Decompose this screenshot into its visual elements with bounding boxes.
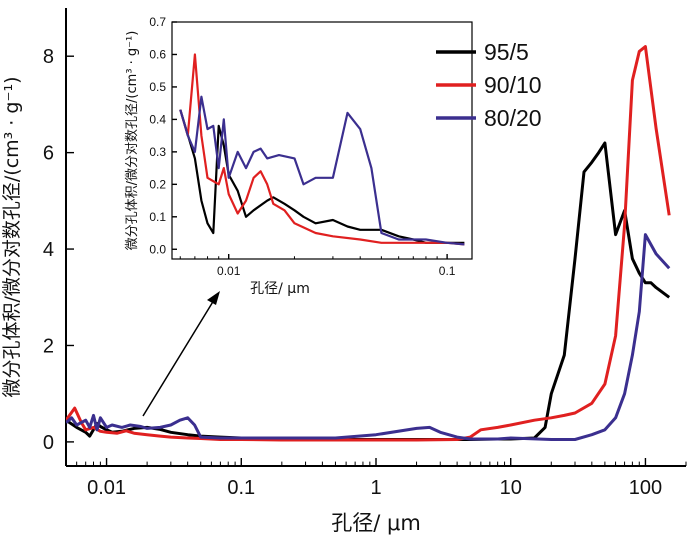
inset-y-tick-label: 0.1: [149, 210, 166, 224]
main-y-tick-label: 6: [43, 143, 54, 165]
main-series-line-90-10: [66, 45, 671, 442]
inset-y-tick-label: 0.3: [149, 145, 166, 159]
inset-series-line-95-5: [179, 109, 465, 244]
inset-y-tick-label: 0.7: [149, 15, 166, 29]
inset-x-tick-label: 0.1: [439, 264, 456, 278]
main-x-tick-label: 1: [370, 477, 381, 499]
inset-series-line-80-20: [179, 95, 465, 246]
main-y-tick-label: 2: [43, 335, 54, 357]
main-x-axis-label: 孔径/ μm: [331, 511, 421, 535]
inset-y-tick-label: 0.0: [149, 242, 166, 256]
inset-x-axis-label: 孔径/ μm: [250, 281, 310, 297]
main-series-lines: [66, 45, 671, 442]
main-plot: 0.01 0.1 1 10 100 0 2 4 6 8 孔径/ μm 微分孔体积/微分对数孔径/(cm…: [1, 8, 687, 535]
main-y-tick-label: 0: [43, 432, 54, 454]
main-x-tick-label: 0.1: [227, 477, 255, 499]
main-x-tick-label: 100: [629, 477, 662, 499]
inset-y-tick-label: 0.2: [149, 178, 166, 192]
legend-label-90-10: 90/10: [484, 72, 542, 98]
legend-label-80-20: 80/20: [484, 105, 542, 131]
legend-label-95-5: 95/5: [484, 39, 529, 65]
inset-series-lines: [179, 53, 465, 246]
main-series-line-80-20: [66, 233, 671, 441]
inset-series-line-90-10: [179, 53, 465, 246]
inset-y-axis-label: 微分孔体积/微分对数孔径/(cm³ · g⁻¹): [125, 31, 140, 251]
main-y-tick-label: 4: [43, 239, 54, 261]
main-y-tick-label: 8: [43, 46, 54, 68]
inset-x-tick-label: 0.01: [217, 264, 241, 278]
inset-y-tick-label: 0.6: [149, 48, 166, 62]
main-x-tick-label: 0.01: [87, 477, 126, 499]
annotation-arrow-head: [207, 291, 220, 305]
inset-y-tick-label: 0.5: [149, 80, 166, 94]
main-x-tick-label: 10: [500, 477, 522, 499]
annotation-arrow-line: [142, 299, 215, 417]
inset-y-tick-label: 0.4: [149, 113, 166, 127]
legend: 95/5 90/10 80/20: [436, 39, 542, 131]
inset-plot: 0.01 0.1 0.0 0.1 0.2 0.3 0.4 0.5 0.6 0.7 孔径/ μm 微分孔…: [125, 15, 473, 297]
main-y-axis-label: 微分孔体积/微分对数孔径/(cm³ · g⁻¹): [1, 76, 23, 397]
annotation-arrow-group: [142, 291, 220, 417]
